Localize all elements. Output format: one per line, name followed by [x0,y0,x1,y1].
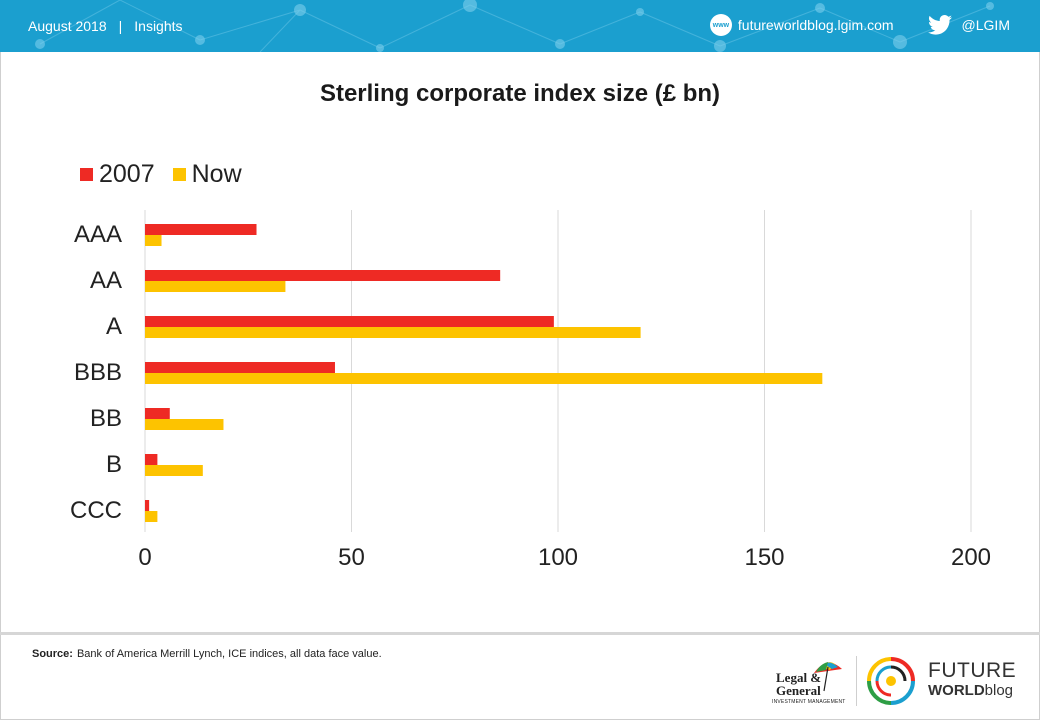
bar-now-aa [145,281,286,292]
bar-2007-bb [145,408,170,419]
bar-now-bbb [145,373,823,384]
header-section[interactable]: Insights [134,18,183,34]
fw-line1: FUTURE [928,659,1017,682]
bar-2007-aaa [145,224,257,235]
legend-swatch-now [172,168,186,181]
fw-line2: WORLDblog [928,682,1016,700]
lg-name-line2: General [776,683,821,698]
bar-now-b [145,465,203,476]
header-separator: | [118,18,123,34]
y-tick-label: B [106,451,122,478]
legend-item-2007: 2007 [80,160,155,189]
x-tick-label: 200 [951,544,991,571]
source-text: Bank of America Merrill Lynch, ICE indic… [76,648,382,660]
fw-line2-bold: WORLD [928,682,985,699]
y-tick-label: CCC [70,497,122,524]
y-tick-label: AA [90,267,122,294]
legal-general-logo: Legal & General [776,671,821,697]
bar-now-bb [145,419,224,430]
y-tick-label: BB [90,405,122,432]
header-bar: August 2018 | Insights www futureworldblog… [0,0,1040,52]
www-globe-icon: www [709,14,732,36]
bar-2007-ccc [145,500,150,511]
future-world-logo-icon [867,657,915,705]
x-tick-label: 100 [538,544,578,571]
chart-legend: 2007 Now [80,160,260,189]
lg-tagline: INVESTMENT MANAGEMENT [772,699,846,705]
umbrella-icon [814,662,842,692]
lg-name-line1: Legal & [776,670,822,685]
legend-label-2007: 2007 [99,160,155,188]
bar-2007-aa [145,270,501,281]
footer-divider [0,632,1040,635]
bar-now-ccc [145,511,158,522]
chart-title: Sterling corporate index size (£ bn) [319,80,721,107]
future-world-blog-logo: FUTURE WORLDblog [928,660,1016,700]
website-link[interactable]: futureworldblog.lgim.com [737,17,894,33]
twitter-handle[interactable]: @LGIM [961,17,1010,33]
header-links: www futureworldblog.lgim.com @LGIM [709,14,1010,36]
header-date: August 2018 [28,18,107,34]
source-note: Source: Bank of America Merrill Lynch, IC… [32,648,382,660]
bar-2007-a [145,316,554,327]
logo-separator [856,656,857,706]
twitter-bird-icon[interactable] [927,15,952,35]
y-tick-label: A [106,313,122,340]
source-label: Source: [32,648,73,660]
x-tick-label: 0 [138,544,151,571]
y-tick-label: AAA [74,221,122,248]
bar-2007-b [145,454,158,465]
fw-line2-light: blog [984,682,1014,699]
bar-2007-bbb [145,362,335,373]
legend-item-now: Now [172,160,242,189]
legend-swatch-2007 [80,168,93,181]
y-tick-label: BBB [74,359,122,386]
header-meta: August 2018 | Insights [28,18,183,34]
legend-label-now: Now [191,160,242,188]
x-tick-label: 50 [338,544,365,571]
bar-now-aaa [145,235,162,246]
x-tick-label: 150 [744,544,784,571]
bar-now-a [145,327,641,338]
